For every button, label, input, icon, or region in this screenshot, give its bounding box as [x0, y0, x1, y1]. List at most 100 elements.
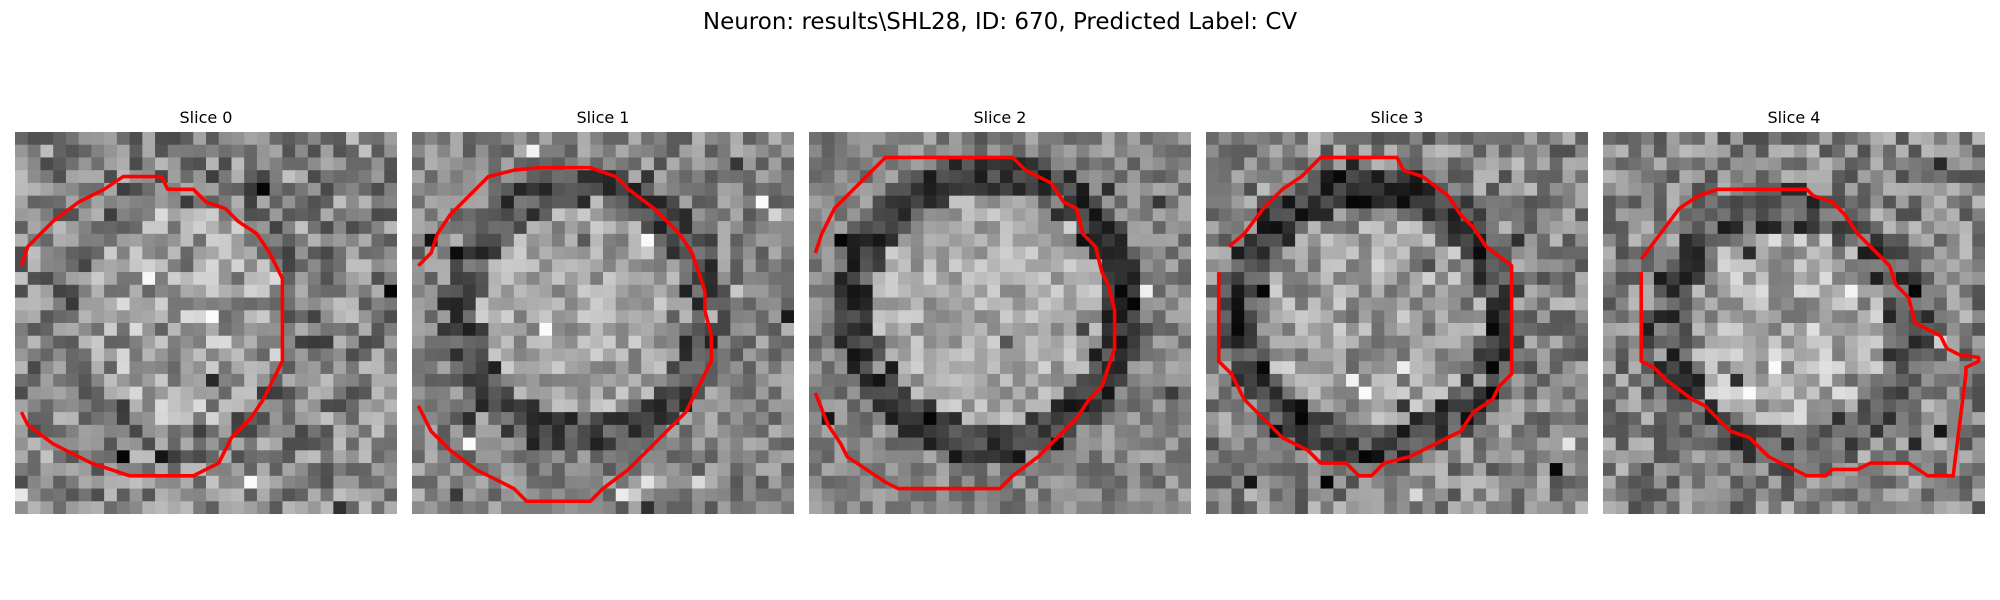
image-pixel: [949, 412, 963, 426]
image-pixel: [1768, 246, 1782, 260]
image-pixel: [1794, 132, 1807, 145]
image-pixel: [1537, 182, 1551, 196]
image-pixel: [40, 399, 54, 413]
image-pixel: [231, 475, 245, 489]
image-pixel: [193, 348, 207, 362]
image-pixel: [104, 450, 118, 464]
image-pixel: [53, 450, 67, 464]
image-pixel: [898, 233, 912, 247]
image-pixel: [167, 475, 181, 489]
image-pixel: [206, 310, 219, 324]
image-pixel: [1320, 233, 1334, 247]
image-pixel: [936, 348, 950, 362]
image-pixel: [1218, 144, 1232, 158]
image-pixel: [1038, 182, 1052, 196]
image-pixel: [1921, 335, 1935, 349]
image-pixel: [333, 373, 347, 387]
image-pixel: [1295, 424, 1309, 438]
image-pixel: [1409, 284, 1423, 298]
image-pixel: [167, 323, 181, 336]
image-pixel: [1806, 399, 1820, 413]
image-pixel: [1127, 399, 1141, 413]
image-pixel: [809, 361, 822, 375]
image-pixel: [91, 412, 105, 426]
image-pixel: [475, 272, 489, 286]
image-pixel: [1063, 386, 1077, 400]
image-pixel: [231, 272, 245, 286]
image-pixel: [53, 310, 67, 324]
image-pixel: [1397, 463, 1410, 477]
image-pixel: [307, 488, 321, 502]
image-pixel: [1603, 284, 1616, 298]
image-pixel: [231, 386, 245, 400]
image-pixel: [1486, 335, 1500, 349]
image-pixel: [142, 373, 156, 387]
image-pixel: [1000, 386, 1013, 400]
image-pixel: [834, 463, 848, 477]
image-pixel: [1473, 488, 1487, 502]
image-pixel: [872, 144, 886, 158]
image-pixel: [923, 246, 937, 260]
image-pixel: [1946, 488, 1960, 502]
image-pixel: [809, 323, 822, 336]
image-pixel: [1178, 450, 1191, 464]
image-pixel: [615, 450, 629, 464]
image-pixel: [333, 348, 347, 362]
image-pixel: [1269, 335, 1283, 349]
image-pixel: [1806, 272, 1820, 286]
image-pixel: [1883, 424, 1897, 438]
image-pixel: [987, 323, 1001, 336]
image-pixel: [1063, 157, 1077, 171]
image-pixel: [307, 246, 321, 260]
image-pixel: [40, 386, 54, 400]
image-pixel: [872, 310, 886, 324]
image-pixel: [1140, 195, 1154, 209]
image-pixel: [155, 221, 169, 235]
image-pixel: [1743, 195, 1757, 209]
image-pixel: [1857, 272, 1871, 286]
image-pixel: [679, 323, 693, 336]
image-pixel: [1895, 259, 1909, 273]
image-pixel: [1038, 488, 1052, 502]
image-pixel: [974, 373, 988, 387]
image-pixel: [424, 437, 438, 451]
image-pixel: [679, 475, 693, 489]
image-pixel: [295, 386, 309, 400]
image-pixel: [167, 412, 181, 426]
image-pixel: [717, 195, 731, 209]
image-pixel: [1921, 195, 1935, 209]
image-pixel: [320, 399, 334, 413]
cell-contour: [813, 155, 1117, 491]
image-pixel: [1946, 144, 1960, 158]
image-pixel: [269, 488, 283, 502]
image-pixel: [1358, 246, 1372, 260]
image-pixel: [1384, 399, 1398, 413]
image-pixel: [821, 373, 835, 387]
image-pixel: [1320, 195, 1334, 209]
image-pixel: [1653, 144, 1667, 158]
image-pixel: [1692, 412, 1706, 426]
image-pixel: [1165, 284, 1179, 298]
image-pixel: [1063, 501, 1077, 514]
image-pixel: [1819, 132, 1833, 145]
image-pixel: [1832, 157, 1846, 171]
image-pixel: [1575, 399, 1588, 413]
image-pixel: [1269, 323, 1283, 336]
image-pixel: [1127, 412, 1141, 426]
image-pixel: [923, 450, 937, 464]
image-pixel: [1857, 195, 1871, 209]
image-pixel: [424, 399, 438, 413]
image-pixel: [577, 323, 591, 336]
image-pixel: [987, 284, 1001, 298]
image-pixel: [961, 437, 975, 451]
image-pixel: [641, 297, 655, 311]
image-pixel: [1409, 233, 1423, 247]
image-pixel: [692, 399, 706, 413]
image-pixel: [1371, 132, 1385, 145]
image-pixel: [193, 412, 207, 426]
image-pixel: [653, 501, 667, 514]
image-pixel: [1524, 501, 1538, 514]
image-pixel: [1615, 144, 1629, 158]
image-pixel: [910, 450, 924, 464]
image-pixel: [974, 132, 988, 145]
